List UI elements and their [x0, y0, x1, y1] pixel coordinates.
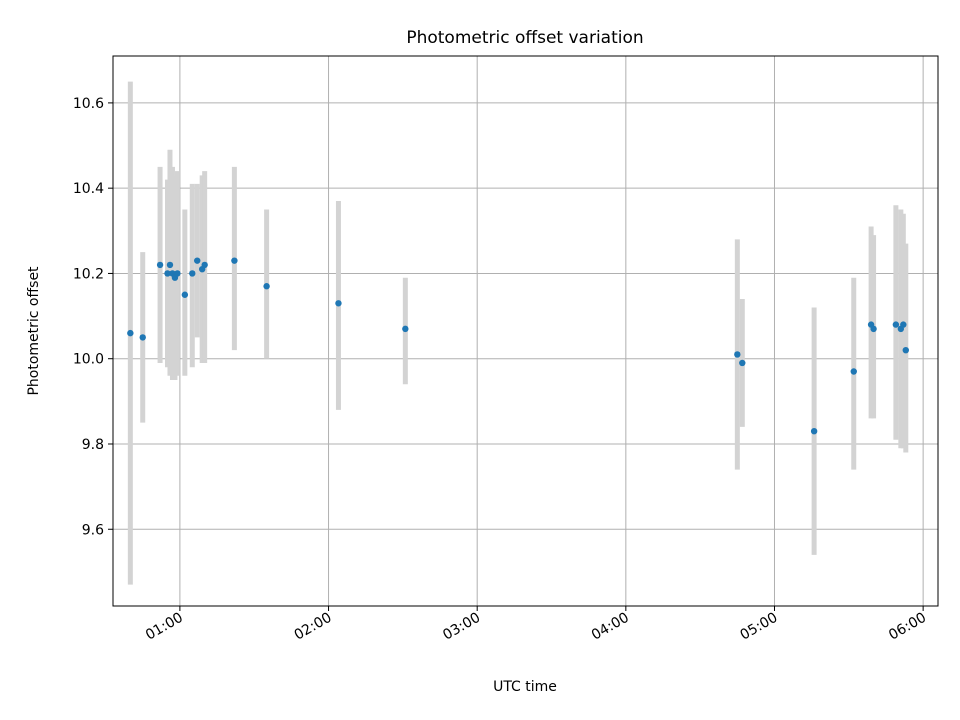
y-axis-ticks: 9.6 9.8 10.0 10.2 10.4 10.6	[73, 96, 113, 538]
data-points	[127, 257, 909, 435]
data-point	[127, 329, 134, 337]
y-tick-label: 10.0	[73, 352, 104, 368]
y-axis-label: Photometric offset	[26, 266, 42, 396]
data-point	[335, 300, 342, 307]
data-point	[402, 325, 409, 333]
data-point	[231, 257, 238, 264]
data-point	[189, 270, 196, 277]
data-point	[850, 368, 857, 375]
chart-title: Photometric offset variation	[406, 28, 643, 48]
grid-lines	[113, 56, 938, 606]
y-tick-label: 10.2	[73, 266, 104, 282]
data-point	[164, 270, 171, 277]
y-tick-label: 9.6	[82, 522, 104, 538]
plot-frame	[112, 55, 939, 607]
data-point	[156, 261, 164, 269]
data-point	[194, 257, 201, 264]
data-point	[139, 334, 146, 341]
data-point	[739, 359, 746, 367]
data-point	[201, 261, 208, 269]
data-point	[900, 321, 907, 328]
data-point	[892, 321, 900, 328]
y-tick-label: 10.6	[73, 96, 104, 112]
data-point	[870, 325, 877, 333]
data-point	[181, 291, 189, 298]
x-axis-label: UTC time	[493, 679, 557, 695]
data-point	[174, 270, 181, 277]
data-point	[810, 427, 818, 435]
data-point	[263, 283, 270, 290]
data-point	[902, 346, 909, 354]
data-point	[734, 351, 741, 358]
y-tick-label: 9.8	[82, 437, 104, 453]
y-tick-label: 10.4	[73, 181, 104, 197]
data-point	[166, 261, 174, 269]
